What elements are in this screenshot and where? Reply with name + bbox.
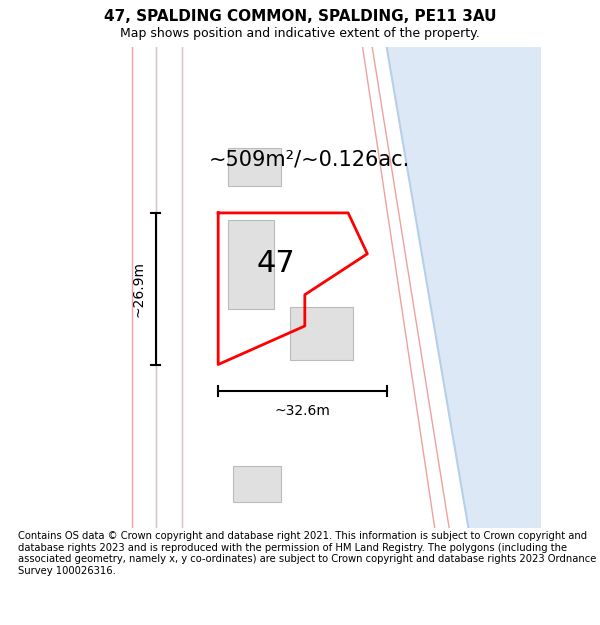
Text: 47, SPALDING COMMON, SPALDING, PE11 3AU: 47, SPALDING COMMON, SPALDING, PE11 3AU <box>104 9 496 24</box>
Text: 47: 47 <box>257 249 295 278</box>
Bar <box>233 466 281 502</box>
Text: Contains OS data © Crown copyright and database right 2021. This information is : Contains OS data © Crown copyright and d… <box>18 531 596 576</box>
Bar <box>228 220 274 309</box>
Text: ~26.9m: ~26.9m <box>132 261 146 317</box>
Text: Map shows position and indicative extent of the property.: Map shows position and indicative extent… <box>120 27 480 40</box>
Text: ~32.6m: ~32.6m <box>274 404 331 418</box>
Bar <box>290 307 353 359</box>
Bar <box>228 148 281 186</box>
Polygon shape <box>386 47 541 528</box>
Text: ~509m²/~0.126ac.: ~509m²/~0.126ac. <box>209 150 410 170</box>
